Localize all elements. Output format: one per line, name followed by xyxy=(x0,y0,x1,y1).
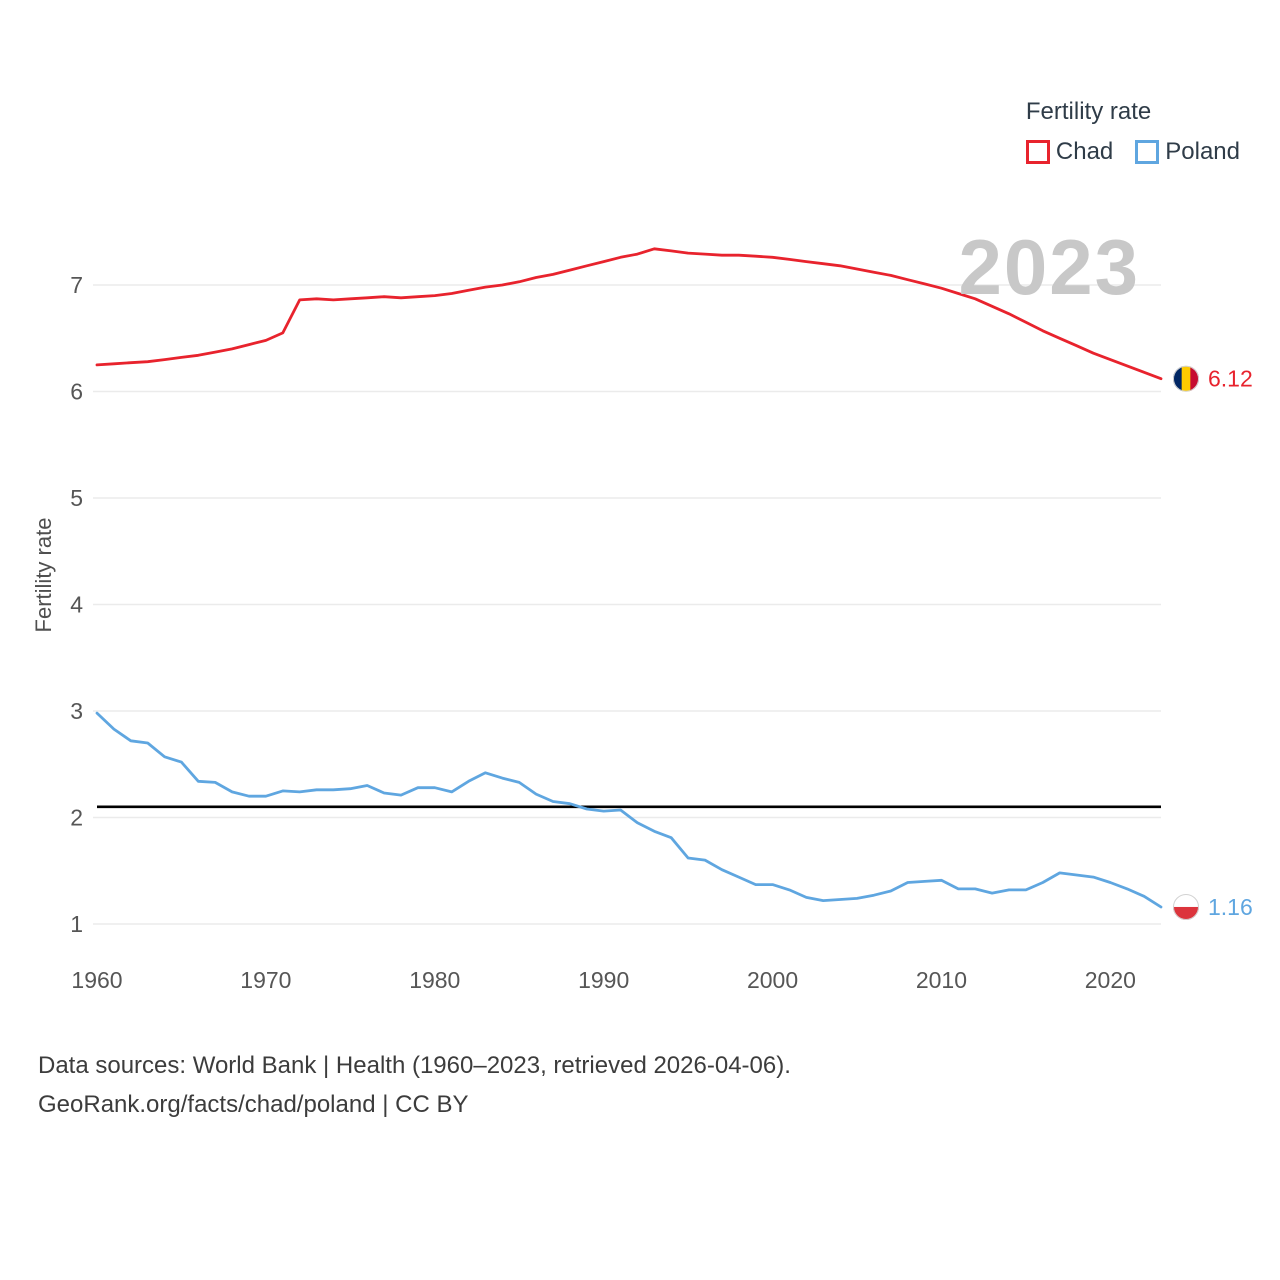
x-tick-label: 2000 xyxy=(747,967,798,993)
y-tick-label: 6 xyxy=(70,379,83,405)
x-tick-label: 1970 xyxy=(240,967,291,993)
legend-item-label: Chad xyxy=(1055,138,1114,165)
y-tick-label: 2 xyxy=(70,805,83,831)
y-tick-label: 5 xyxy=(70,485,83,511)
legend-title: Fertility rate xyxy=(1025,98,1152,125)
data-sources-text: Data sources: World Bank | Health (1960–… xyxy=(38,1052,791,1079)
y-tick-label: 7 xyxy=(70,272,83,298)
chad-swatch-icon xyxy=(1025,140,1050,164)
y-tick-label: 4 xyxy=(70,592,83,618)
footer: Data sources: World Bank | Health (1960–… xyxy=(38,1046,791,1124)
legend-item-chad[interactable]: Chad xyxy=(1025,138,1114,166)
y-axis-title: Fertility rate xyxy=(31,517,56,633)
poland-line xyxy=(95,711,1163,909)
legend-items: Chad Poland xyxy=(1025,138,1240,166)
x-tick-label: 1980 xyxy=(409,967,460,993)
chad-flag-icon xyxy=(1173,365,1199,392)
fertility-chart: 1 2 3 4 5 6 7 1960 1970 1980 1990 2000 2010 2020 6.12 1… xyxy=(70,247,1253,993)
y-tick-label: 3 xyxy=(70,698,83,724)
poland-swatch-icon xyxy=(1135,140,1160,164)
chad-line xyxy=(95,247,1163,381)
x-tick-label: 1960 xyxy=(71,967,122,993)
chart-legend: Fertility rate Chad Poland xyxy=(1025,98,1240,166)
poland-end-value: 1.16 xyxy=(1208,894,1253,920)
year-watermark: 2023 xyxy=(958,223,1140,311)
chad-end-value: 6.12 xyxy=(1208,366,1253,392)
x-tick-label: 2010 xyxy=(916,967,967,993)
x-tick-label: 1990 xyxy=(578,967,629,993)
legend-item-label: Poland xyxy=(1165,138,1240,165)
y-tick-label: 1 xyxy=(70,911,83,937)
legend-item-poland[interactable]: Poland xyxy=(1135,138,1240,166)
x-tick-label: 2020 xyxy=(1085,967,1136,993)
attribution-link[interactable]: GeoRank.org/facts/chad/poland | CC BY xyxy=(38,1091,469,1118)
poland-flag-icon xyxy=(1173,893,1199,920)
